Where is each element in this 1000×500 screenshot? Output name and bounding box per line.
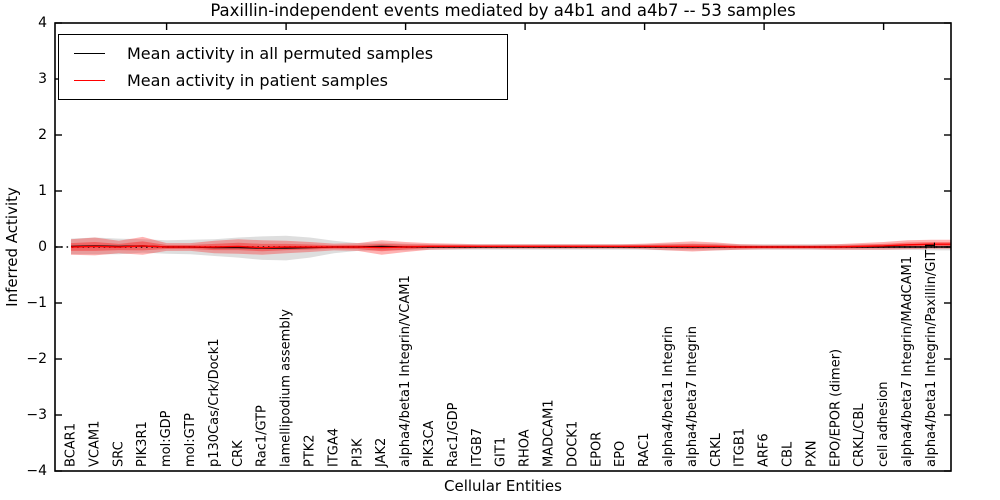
- x-category-label: alpha4/beta7 Integrin/MAdCAM1: [900, 256, 915, 467]
- x-category-label: cell adhesion: [876, 381, 891, 467]
- chart-title: Paxillin-independent events mediated by …: [210, 1, 796, 20]
- x-category-label: mol:GDP: [159, 410, 174, 467]
- x-category-label: MADCAM1: [542, 399, 557, 467]
- legend-label-patient-samples: Mean activity in patient samples: [127, 71, 388, 91]
- x-category-label: Rac1/GTP: [255, 405, 270, 467]
- patient-mean-line: [70, 243, 951, 249]
- x-category-label: alpha4/beta1 Integrin/Paxillin/GIT1: [924, 241, 939, 467]
- x-category-label: BCAR1: [64, 423, 79, 467]
- x-category-label: ARF6: [757, 433, 772, 467]
- y-tick-label: −3: [26, 407, 47, 423]
- x-category-label: p130Cas/Crk/Dock1: [207, 338, 222, 467]
- legend-line-patient-samples: [74, 80, 105, 82]
- x-category-label: ITGB1: [733, 428, 748, 467]
- x-category-label: SRC: [111, 441, 126, 467]
- legend-label-permuted-samples: Mean activity in all permuted samples: [127, 43, 434, 63]
- x-category-label: Rac1/GDP: [446, 402, 461, 467]
- x-category-label: PXN: [804, 441, 819, 467]
- x-category-label: PTK2: [303, 434, 318, 467]
- y-tick-label: 2: [38, 127, 47, 143]
- x-category-label: CRKL: [709, 432, 724, 467]
- y-tick-label: 1: [38, 183, 47, 199]
- x-category-label: ITGB7: [470, 428, 485, 467]
- y-tick-label: 0: [38, 239, 47, 255]
- x-category-label: mol:GTP: [183, 413, 198, 467]
- x-category-label: EPO: [613, 441, 628, 467]
- x-category-label: CBL: [781, 441, 796, 467]
- y-tick-label: 4: [38, 15, 47, 31]
- x-category-label: PI3K: [350, 438, 365, 467]
- x-category-label: alpha4/beta1 Integrin/VCAM1: [398, 275, 413, 467]
- y-tick-label: −2: [26, 351, 47, 367]
- x-category-label: CRK: [231, 440, 246, 467]
- legend: Mean activity in all permuted samples Me…: [58, 34, 508, 100]
- x-category-label: ITGA4: [326, 428, 341, 467]
- x-category-label: VCAM1: [87, 421, 102, 467]
- x-category-label: EPOR: [589, 432, 604, 467]
- x-category-label: lamellipodium assembly: [279, 309, 294, 467]
- x-category-label: RHOA: [518, 429, 533, 467]
- x-category-label: PIK3R1: [135, 421, 150, 467]
- legend-item-patient: Mean activity in patient samples: [74, 71, 507, 90]
- x-category-label: EPO/EPOR (dimer): [828, 349, 843, 467]
- x-category-label: alpha4/beta1 Integrin: [661, 326, 676, 467]
- y-tick-label: −4: [26, 463, 47, 479]
- x-category-label: alpha4/beta7 Integrin: [685, 326, 700, 467]
- legend-item-permuted: Mean activity in all permuted samples: [74, 44, 507, 63]
- x-category-label: RAC1: [637, 432, 652, 467]
- y-tick-label: 3: [38, 71, 47, 87]
- x-category-label: JAK2: [374, 438, 389, 468]
- x-category-label: DOCK1: [565, 421, 580, 467]
- x-axis-label: Cellular Entities: [444, 477, 562, 495]
- x-category-label: CRKL/CBL: [852, 403, 867, 467]
- x-category-label: GIT1: [494, 437, 509, 467]
- x-category-label: PIK3CA: [422, 420, 437, 467]
- permuted-std-band: [71, 235, 951, 261]
- y-tick-label: −1: [26, 295, 47, 311]
- legend-line-permuted-samples: [74, 52, 105, 54]
